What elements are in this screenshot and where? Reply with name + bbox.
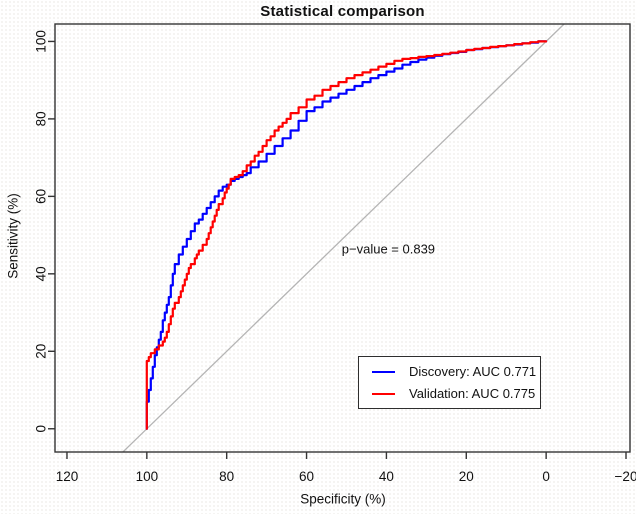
- legend-label-discovery: Discovery: AUC 0.771: [409, 364, 537, 379]
- x-axis-label: Specificity (%): [300, 491, 386, 507]
- discovery-line-swatch: [372, 370, 395, 373]
- x-tick-label: 20: [459, 469, 474, 484]
- x-tick-label: 0: [542, 469, 550, 484]
- validation-line-swatch: [372, 392, 395, 395]
- x-tick-label: −20: [615, 469, 636, 484]
- chance-line: [122, 23, 565, 453]
- y-axis-label: Sensitivity (%): [5, 193, 21, 279]
- x-tick-label: 80: [219, 469, 234, 484]
- x-tick-label: 60: [299, 469, 314, 484]
- plot-border: [54, 23, 631, 453]
- chart-title: Statistical comparison: [260, 3, 425, 20]
- y-tick-label: 80: [34, 111, 49, 126]
- x-tick-label: 40: [379, 469, 394, 484]
- y-tick-label: 20: [34, 344, 49, 359]
- y-tick-label: 40: [34, 266, 49, 281]
- x-tick-label: 120: [56, 469, 79, 484]
- legend-box: Discovery: AUC 0.771 Validation: AUC 0.7…: [358, 356, 541, 409]
- legend-label-validation: Validation: AUC 0.775: [409, 386, 536, 401]
- y-tick-label: 60: [34, 189, 49, 204]
- legend-item-discovery: Discovery: AUC 0.771: [372, 364, 540, 379]
- roc-curve-validation: [145, 40, 548, 430]
- legend-item-validation: Validation: AUC 0.775: [372, 386, 540, 401]
- x-tick-label: 100: [136, 469, 159, 484]
- p-value-annotation: p−value = 0.839: [341, 241, 436, 257]
- y-tick-label: 0: [34, 425, 49, 433]
- y-tick-label: 100: [34, 30, 49, 53]
